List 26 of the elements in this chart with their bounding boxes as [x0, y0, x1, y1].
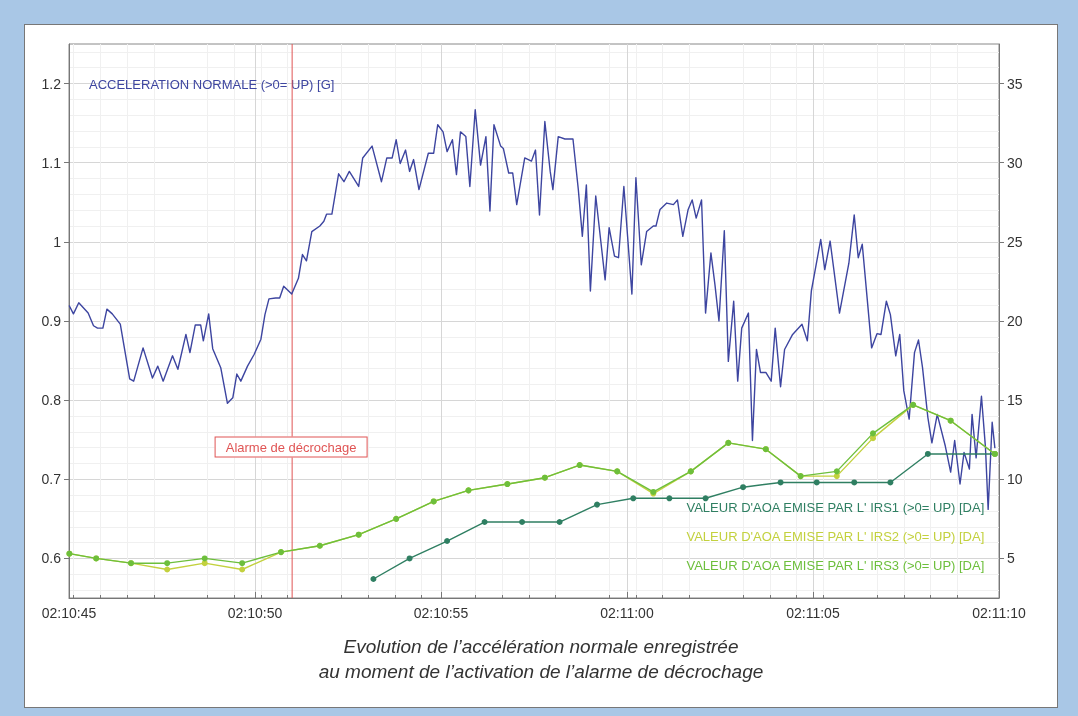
series-label: VALEUR D'AOA EMISE PAR L' IRS1 (>0= UP) [DA]	[686, 500, 985, 515]
x-tick-label: 02:10:50	[227, 605, 283, 621]
y2-tick-label: 15	[1007, 392, 1023, 409]
x-tick-label: 02:11:05	[786, 605, 840, 621]
text: VALEUR D'AOA EMISE PAR L' IRS2 (>0= UP) [DA]	[686, 529, 985, 544]
y2-tick-label: 20	[1007, 313, 1023, 329]
y2-tick-label: 30	[1007, 154, 1023, 171]
text: Evolution de l’accélération normale enregistrée au moment de l’activation de l’alarme de décrochage	[318, 636, 764, 682]
y-tick-label: 0.7	[41, 471, 62, 488]
y-tick-label: 1	[53, 233, 62, 250]
x-tick-label: 02:10:45	[41, 605, 97, 621]
ref-line-label: Alarme de décrochage	[214, 436, 368, 458]
x-tick-label: 02:11:10	[972, 605, 1026, 621]
x-tick-label: 02:11:00	[600, 605, 654, 621]
y-tick-label: 0.9	[41, 313, 62, 329]
y2-tick-label: 5	[1007, 550, 1015, 567]
y-tick-label: 0.6	[41, 550, 62, 567]
x-tick-label: 02:10:55	[413, 605, 469, 621]
text: VALEUR D'AOA EMISE PAR L' IRS3 (>0= UP) [DA]	[686, 558, 985, 573]
y-tick-label: 0.8	[41, 392, 62, 409]
text: ACCELERATION NORMALE (>0= UP) [G]	[89, 77, 335, 92]
y2-tick-label: 35	[1007, 75, 1023, 92]
y-tick-label: 1.2	[41, 75, 62, 92]
y2-tick-label: 25	[1007, 233, 1023, 250]
y-tick-label: 1.1	[41, 154, 62, 171]
y2-tick-label: 10	[1007, 471, 1023, 488]
